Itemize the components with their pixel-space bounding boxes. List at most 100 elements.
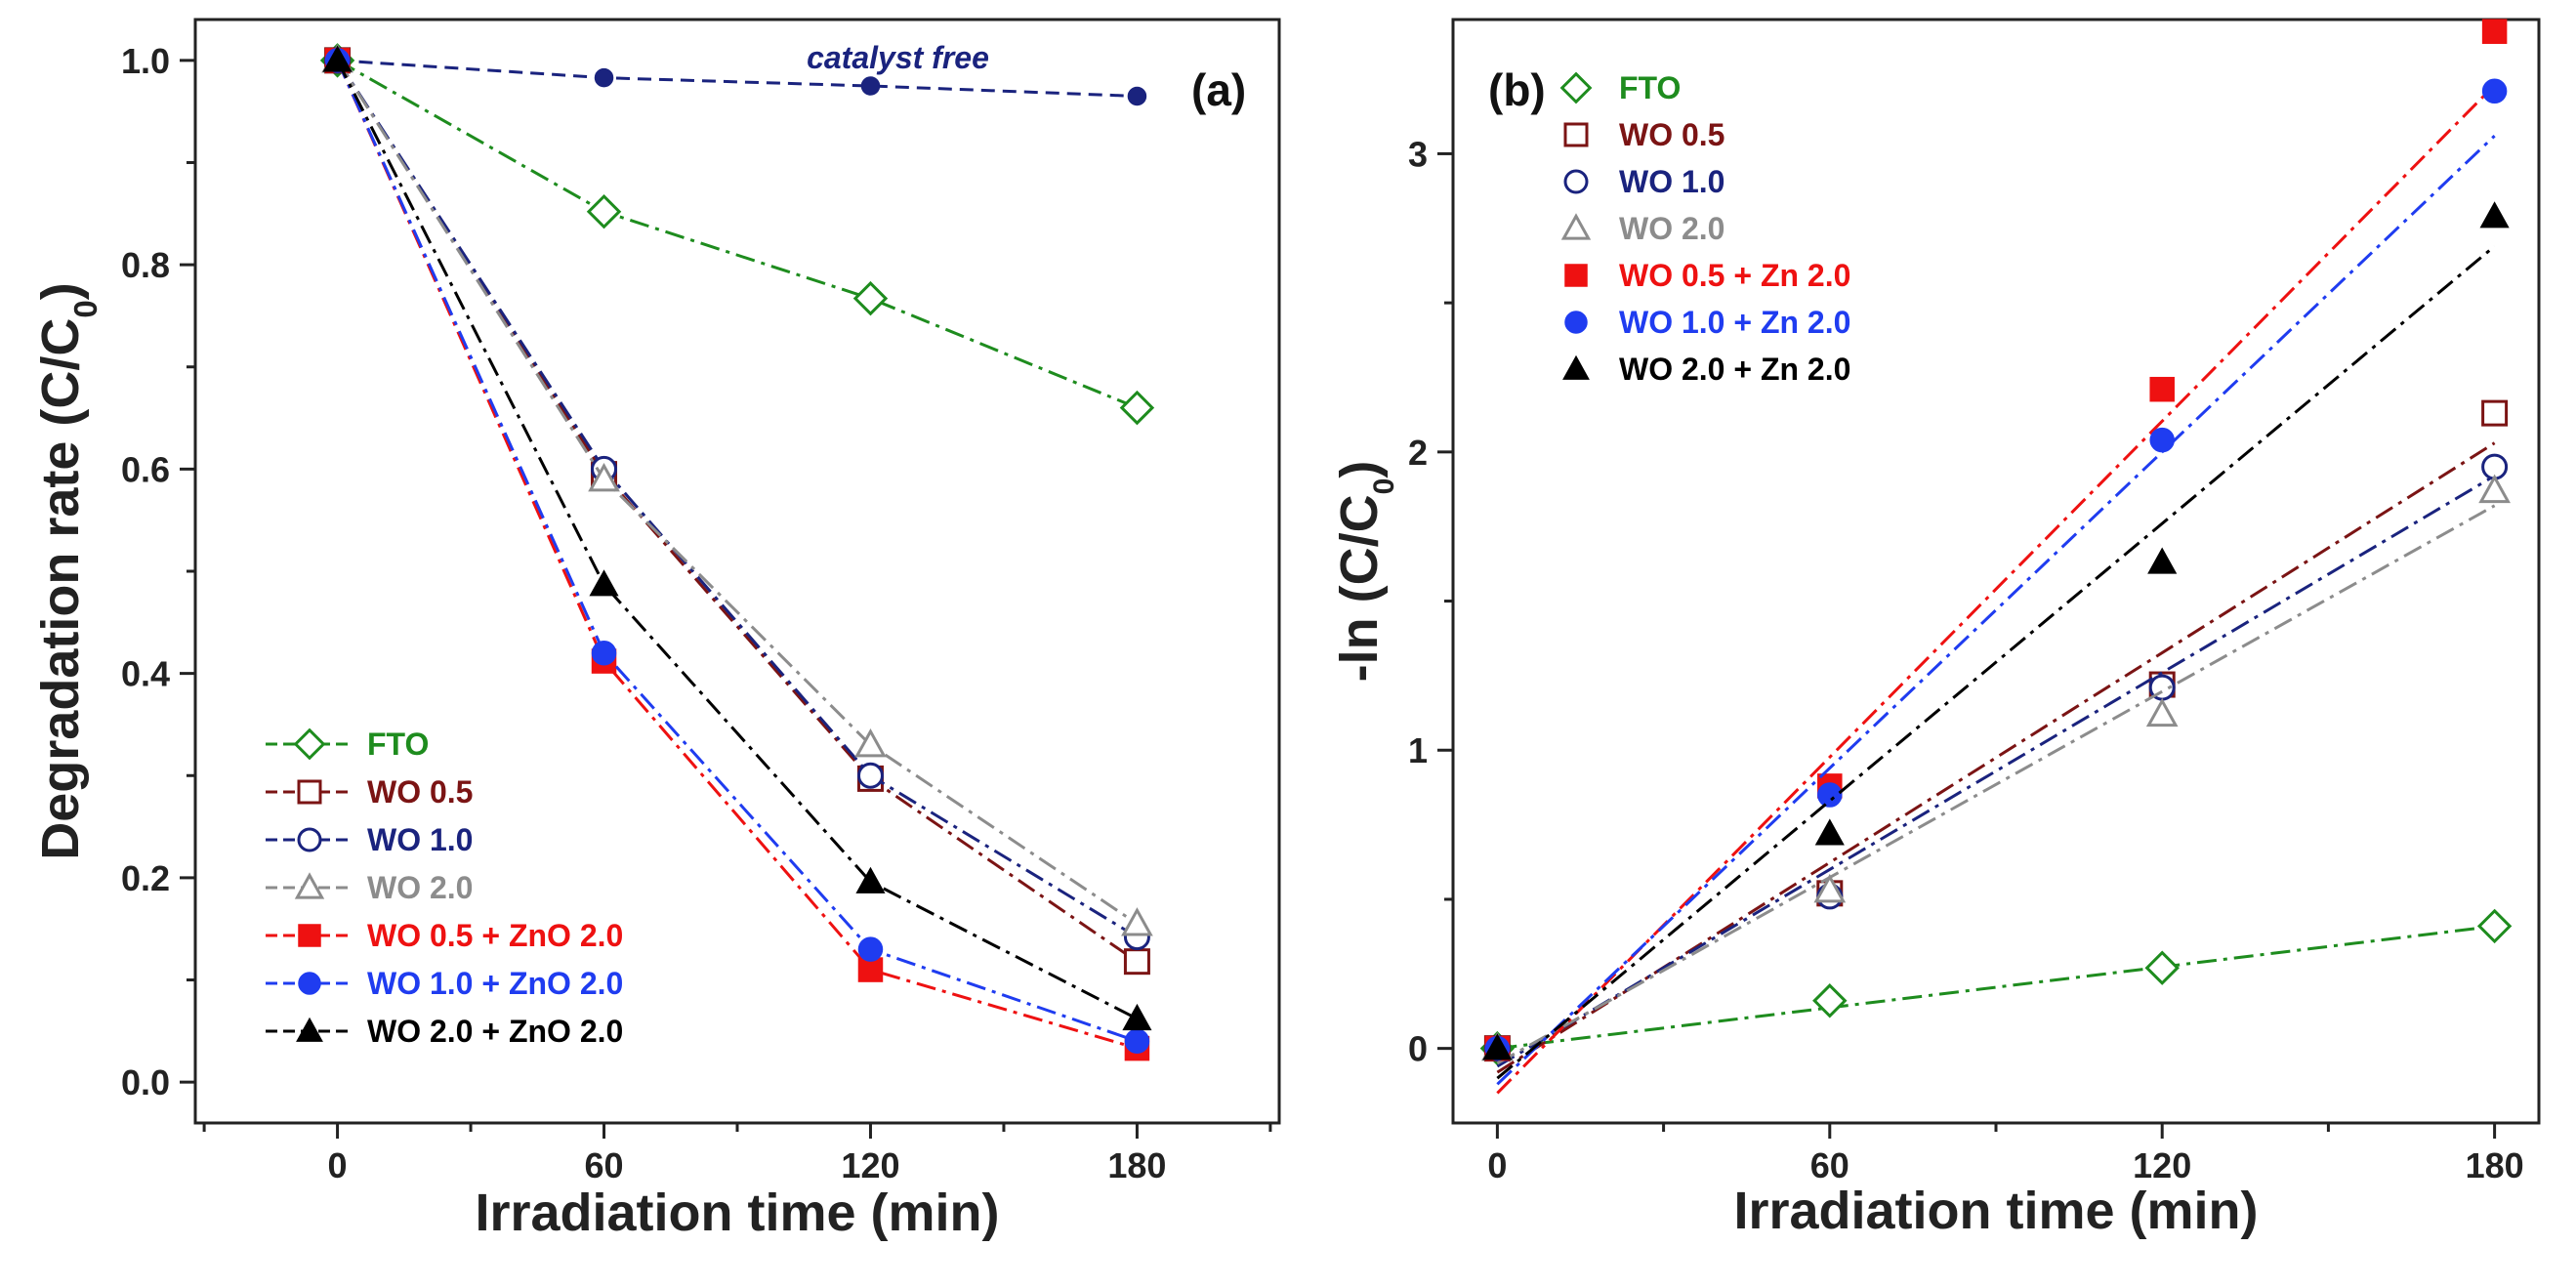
x-tick-label: 120 bbox=[2133, 1145, 2191, 1185]
data-point bbox=[857, 957, 884, 982]
panel-a: 0 60 120 180 0.0 0.2 0.4 0.6 0.8 1.0 Irradiation t… bbox=[31, 18, 1281, 1242]
y-tick-label: 3 bbox=[1408, 134, 1428, 174]
fit-line bbox=[1496, 441, 2496, 1074]
data-point bbox=[594, 67, 614, 88]
series-wo-2-0-zno-2-0 bbox=[322, 45, 1152, 1031]
series-wo-2-0 bbox=[1481, 474, 2511, 1065]
data-point bbox=[322, 45, 353, 72]
legend-label: WO 1.0 bbox=[1619, 164, 1724, 199]
fit-line bbox=[1496, 504, 2496, 1065]
data-point bbox=[1119, 390, 1155, 426]
series-line bbox=[336, 60, 1139, 926]
data-point bbox=[852, 280, 889, 316]
data-point bbox=[1121, 907, 1153, 936]
series-line bbox=[337, 59, 1138, 98]
legend: FTO WO 0.5 WO 1.0 WO 2.0 WO 0.5 + ZnO 2.0 WO … bbox=[266, 727, 623, 1049]
y-tick-label: 0.4 bbox=[121, 654, 170, 694]
fit-line bbox=[1497, 924, 2495, 1051]
legend-label: FTO bbox=[1619, 70, 1681, 105]
legend-label: WO 0.5 bbox=[1619, 117, 1724, 152]
legend-label: WO 1.0 bbox=[367, 822, 473, 857]
legend-marker bbox=[1560, 213, 1592, 240]
legend-marker bbox=[1564, 264, 1588, 287]
data-point bbox=[855, 866, 886, 893]
legend-marker bbox=[294, 872, 325, 899]
fit-line bbox=[1496, 244, 2496, 1080]
data-point bbox=[2145, 697, 2179, 727]
x-tick-label: 60 bbox=[585, 1145, 624, 1185]
legend-marker bbox=[293, 727, 326, 761]
legend-marker bbox=[298, 972, 321, 995]
series-line bbox=[336, 59, 1138, 409]
legend-label: WO 2.0 bbox=[367, 870, 473, 905]
data-point bbox=[2478, 474, 2511, 504]
x-tick-label: 180 bbox=[1107, 1145, 1166, 1185]
data-point bbox=[586, 193, 622, 229]
panel-label: (b) bbox=[1488, 64, 1546, 115]
legend-marker bbox=[298, 924, 321, 947]
legend-label: WO 0.5 + Zn 2.0 bbox=[1619, 258, 1850, 293]
data-point bbox=[856, 762, 884, 789]
data-point bbox=[1127, 86, 1147, 106]
y-tick-label: 0.2 bbox=[121, 858, 170, 898]
x-axis-title: Irradiation time (min) bbox=[475, 1184, 999, 1242]
data-point bbox=[1817, 782, 1843, 808]
fit-line bbox=[1496, 474, 2496, 1068]
data-point bbox=[1812, 983, 1848, 1018]
y-tick-label: 0 bbox=[1408, 1029, 1428, 1069]
legend-marker bbox=[1563, 169, 1589, 194]
data-point bbox=[1814, 818, 1845, 846]
series-line bbox=[336, 60, 1138, 1043]
x-tick-label: 60 bbox=[1810, 1145, 1849, 1185]
series-fto bbox=[319, 43, 1155, 426]
panel-label: (a) bbox=[1191, 64, 1246, 115]
legend-label: WO 0.5 bbox=[367, 774, 473, 810]
series-wo-0-5-zno-2-0 bbox=[324, 48, 1150, 1061]
legend-label: FTO bbox=[367, 727, 429, 762]
data-point bbox=[2476, 908, 2513, 944]
data-point bbox=[1122, 1003, 1152, 1031]
data-point bbox=[1123, 948, 1150, 976]
legend-marker bbox=[1562, 354, 1590, 380]
x-tick-label: 0 bbox=[328, 1145, 348, 1185]
data-point bbox=[2149, 427, 2175, 453]
data-point bbox=[2147, 547, 2178, 574]
plot-frame bbox=[193, 18, 1281, 1125]
y-tick-label: 0.0 bbox=[121, 1062, 170, 1102]
y-tick-label: 1 bbox=[1408, 730, 1428, 770]
series-line bbox=[336, 60, 1139, 1020]
x-tick-label: 120 bbox=[841, 1145, 899, 1185]
legend-marker bbox=[296, 1017, 323, 1042]
data-point bbox=[1813, 873, 1847, 903]
legend-label: WO 2.0 bbox=[1619, 211, 1724, 246]
data-point bbox=[2149, 376, 2175, 402]
legend: FTO WO 0.5 WO 1.0 WO 2.0 WO 0.5 + Zn 2.0 WO 1… bbox=[1559, 70, 1850, 387]
data-point bbox=[1124, 1028, 1150, 1055]
legend-marker bbox=[297, 827, 322, 852]
y-tick-label: 0.6 bbox=[121, 449, 170, 489]
x-tick-label: 180 bbox=[2466, 1145, 2524, 1185]
series-line bbox=[336, 60, 1139, 963]
legend-marker bbox=[297, 779, 322, 805]
series-wo-0-5 bbox=[1483, 399, 2509, 1074]
panel-b: 0 60 120 180 0 1 2 3 Irradiation time (min) -ln (… bbox=[1330, 18, 2541, 1240]
series-wo-1-0 bbox=[1483, 453, 2509, 1068]
legend-label: WO 0.5 + ZnO 2.0 bbox=[367, 918, 623, 953]
data-point bbox=[2144, 950, 2180, 985]
legend-label: WO 1.0 + Zn 2.0 bbox=[1619, 305, 1850, 340]
legend-marker bbox=[1564, 311, 1588, 334]
data-point bbox=[2479, 201, 2510, 229]
data-point bbox=[2481, 19, 2508, 44]
series-line bbox=[336, 60, 1138, 1051]
y-tick-label: 1.0 bbox=[121, 41, 170, 81]
series-catalyst-free bbox=[327, 51, 1147, 106]
y-axis-title: Degradation rate (C/C0) bbox=[31, 282, 104, 859]
data-point bbox=[2481, 399, 2509, 427]
data-point bbox=[860, 76, 881, 96]
fit-line bbox=[1496, 135, 2496, 1086]
legend-label: WO 2.0 + ZnO 2.0 bbox=[367, 1014, 623, 1049]
legend-marker bbox=[1559, 71, 1593, 104]
series-wo-2-0-zn-2-0 bbox=[1482, 201, 2510, 1080]
data-point bbox=[1482, 1033, 1513, 1060]
